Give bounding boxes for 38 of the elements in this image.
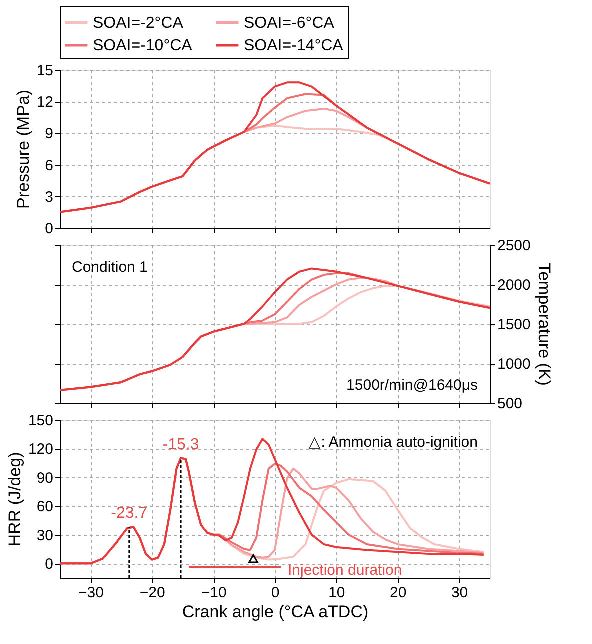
x-tick-label: −10: [201, 584, 227, 602]
annotation: Injection duration: [288, 562, 402, 579]
x-axis-title: Crank angle (°CA aTDC): [182, 602, 369, 622]
y2-tick-label: 500: [498, 396, 523, 412]
x-tick-label: 20: [390, 584, 407, 602]
y-tick-label: 150: [28, 412, 54, 430]
legend-label: SOAI=-2°CA: [93, 14, 184, 32]
y2-tick-label: 2500: [498, 238, 531, 254]
y-axis-title: HRR (J/deg): [5, 452, 24, 547]
y2-tick-label: 1000: [498, 356, 531, 373]
y2-tick-label: 2000: [498, 277, 531, 294]
y-tick-label: 3: [45, 188, 54, 206]
annotation: 1500r/min@1640μs: [346, 377, 478, 394]
x-tick-label: 10: [328, 584, 346, 602]
annotation: Condition 1: [72, 259, 148, 276]
y-tick-label: 0: [45, 556, 54, 574]
annotation: -15.3: [162, 436, 200, 454]
y-tick-label: 15: [36, 62, 54, 80]
annotation: △: Ammonia auto-ignition: [309, 434, 478, 451]
y2-axis-title: Temperature (K): [534, 263, 554, 386]
y-tick-label: 6: [45, 157, 54, 174]
legend-label: SOAI=-14°CA: [244, 38, 344, 54]
x-tick-label: −30: [78, 584, 104, 602]
annotation: -23.7: [111, 505, 148, 522]
legend-label: SOAI=-6°CA: [244, 14, 335, 32]
y-tick-label: 12: [36, 94, 54, 112]
y-tick-label: 90: [36, 470, 54, 487]
y-tick-label: 0: [45, 220, 54, 238]
x-tick-label: 0: [271, 584, 280, 602]
y-tick-label: 30: [36, 527, 54, 544]
x-tick-label: 30: [451, 584, 468, 602]
y-axis-title: Pressure (MPa): [14, 90, 33, 210]
y-tick-label: 60: [36, 498, 54, 516]
legend-label: SOAI=-10°CA: [93, 38, 193, 54]
y-tick-label: 9: [45, 126, 54, 143]
y2-tick-label: 1500: [498, 316, 531, 334]
y-tick-label: 120: [28, 441, 54, 458]
x-tick-label: −20: [140, 584, 166, 602]
